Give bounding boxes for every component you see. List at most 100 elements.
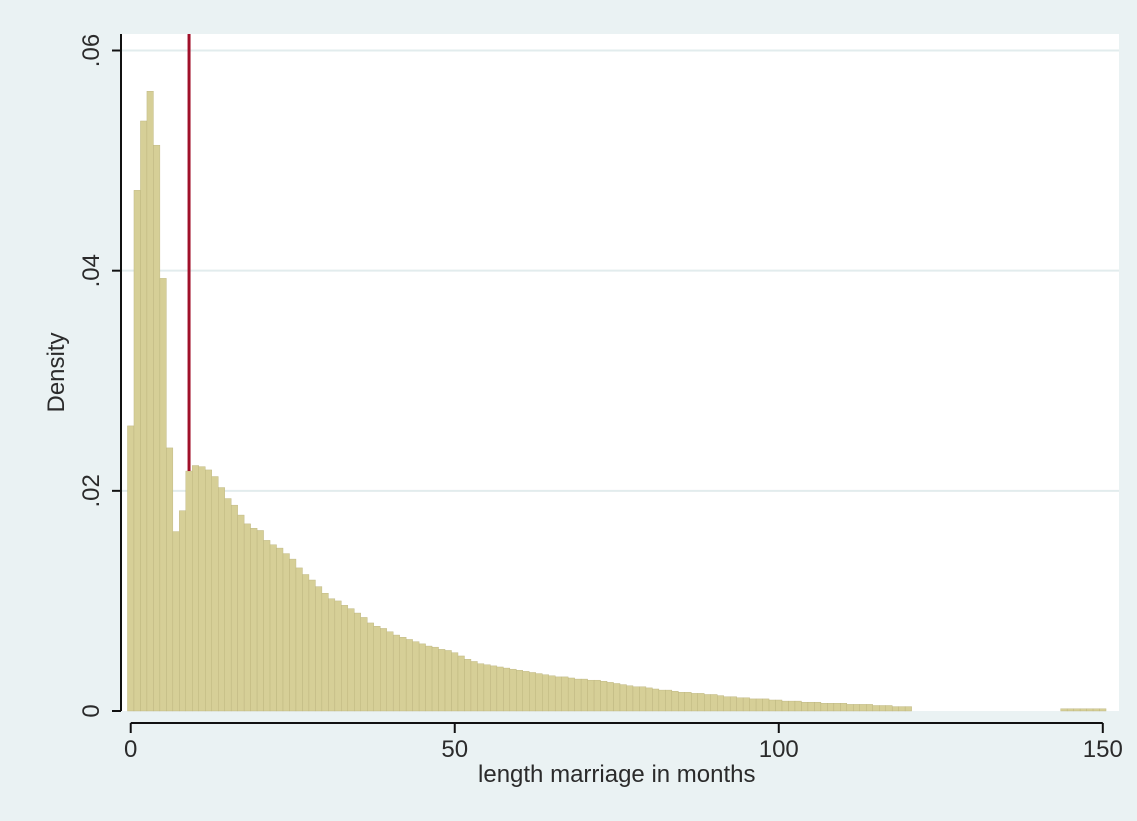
histogram-bar	[768, 699, 776, 712]
x-axis-label: length marriage in months	[478, 761, 755, 788]
axes	[120, 34, 1103, 724]
histogram-bar	[801, 701, 809, 712]
histogram-bar	[749, 698, 757, 712]
histogram-bar	[250, 528, 258, 712]
histogram-bar	[587, 679, 595, 712]
histogram-bar	[891, 706, 899, 712]
histogram-bar	[820, 703, 828, 712]
histogram-bar	[704, 694, 711, 712]
histogram-bar	[567, 677, 575, 712]
histogram-bar	[593, 679, 601, 712]
histogram-bar	[606, 682, 614, 712]
histogram-bar	[276, 547, 284, 712]
histogram-bar	[658, 689, 666, 712]
histogram-bar	[392, 634, 400, 712]
histogram-bar	[723, 696, 731, 712]
histogram-bar	[1066, 708, 1074, 712]
histogram-bar	[457, 655, 465, 712]
histogram-bar	[522, 671, 530, 712]
histogram-bar	[179, 510, 187, 712]
histogram-bar	[580, 678, 588, 712]
histogram-bar	[133, 190, 141, 712]
histogram-bar	[639, 686, 647, 712]
histogram-bar	[211, 476, 219, 712]
histogram-bar	[224, 498, 232, 712]
x-tick-label: 100	[759, 736, 799, 763]
histogram-bar	[1099, 708, 1107, 712]
tick-labels: 0 .02 .04 .06 0 50 100 150	[78, 34, 1123, 763]
x-tick-label: 150	[1083, 736, 1123, 763]
histogram-bar	[386, 631, 394, 712]
y-tick-label: .04	[78, 254, 105, 287]
histogram-bar	[360, 617, 368, 712]
histogram-bar	[140, 120, 148, 712]
histogram-bar	[626, 685, 634, 712]
histogram-bar	[1060, 708, 1068, 712]
histogram-bar	[645, 687, 653, 712]
histogram-bar	[496, 666, 504, 712]
histogram-bar	[652, 688, 660, 712]
histogram-bar	[807, 701, 815, 712]
histogram-bar	[205, 469, 212, 712]
histogram-bar	[302, 574, 310, 712]
histogram-bar	[632, 686, 640, 712]
histogram-bar	[289, 558, 297, 712]
histogram-bar	[872, 705, 880, 712]
histogram-bar	[308, 579, 316, 712]
histogram-bar	[574, 678, 582, 712]
histogram-bar	[775, 699, 783, 712]
histogram-bar	[328, 598, 336, 712]
histogram-bar	[781, 700, 789, 712]
histogram-bar	[788, 700, 796, 712]
histogram-bar	[613, 683, 621, 712]
histogram-bar	[1092, 708, 1100, 712]
histogram-bar	[127, 425, 135, 712]
histogram-bar	[794, 700, 802, 712]
histogram-bar	[263, 540, 271, 712]
histogram-bar	[185, 470, 193, 712]
histogram-bar	[717, 695, 724, 712]
histogram-bar	[619, 684, 627, 712]
histogram-bar	[380, 628, 387, 712]
x-tick-label: 50	[441, 736, 468, 763]
histogram-bar	[269, 544, 277, 712]
histogram-bar	[885, 705, 893, 712]
histogram-bar	[166, 447, 174, 712]
histogram-bar	[529, 672, 536, 712]
histogram-bar	[153, 144, 161, 712]
histogram-bar	[405, 639, 413, 712]
histogram-bar	[904, 706, 912, 712]
y-tick-label: 0	[78, 704, 105, 717]
histogram-bar	[230, 504, 238, 712]
histogram-bar	[321, 593, 329, 712]
histogram-bar	[490, 665, 498, 712]
histogram-bar	[192, 465, 199, 712]
histogram-bar	[347, 608, 355, 712]
histogram-bar	[710, 694, 718, 712]
histogram-bar	[315, 586, 323, 712]
histogram-bar	[438, 649, 446, 712]
histogram-bar	[399, 637, 407, 712]
histogram-bar	[198, 466, 206, 712]
y-tick-label: .06	[78, 34, 105, 67]
histogram-bar	[295, 567, 303, 712]
histogram-bar	[548, 675, 556, 712]
histogram-bar	[554, 676, 562, 712]
histogram-bar	[736, 697, 744, 712]
histogram-bar	[159, 278, 167, 712]
histogram-bar	[898, 706, 906, 712]
histogram-bar	[412, 641, 420, 712]
histogram-bar	[600, 681, 608, 712]
histogram-bar	[354, 612, 361, 712]
histogram-bar	[697, 693, 705, 712]
histogram-bar	[879, 705, 886, 712]
histogram-bar	[846, 704, 854, 712]
histogram-bar	[840, 703, 848, 712]
histogram-bar	[341, 605, 349, 712]
histogram-bar	[729, 696, 737, 712]
histogram-bar	[665, 689, 673, 712]
histogram-bar	[678, 692, 686, 712]
histogram-bar	[451, 652, 459, 712]
